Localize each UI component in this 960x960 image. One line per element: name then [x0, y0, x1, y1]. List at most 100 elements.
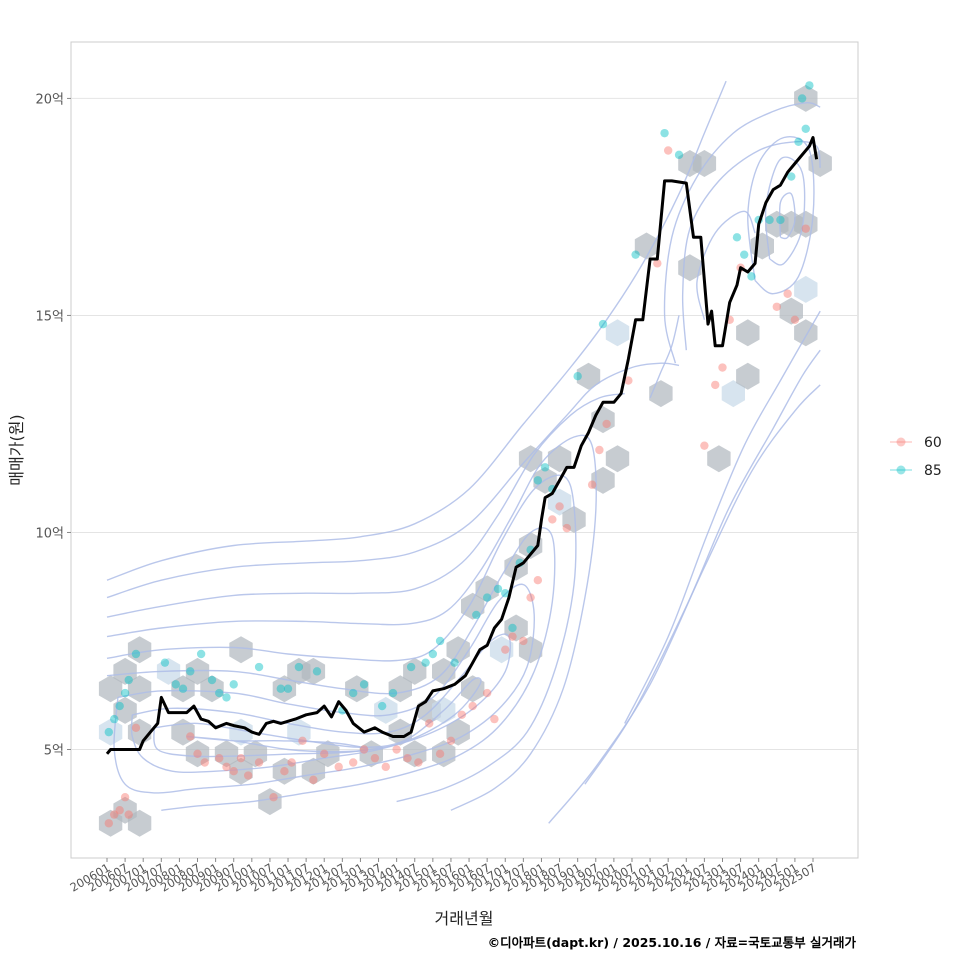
point-85-16 — [276, 684, 285, 693]
density-contour-14 — [747, 136, 815, 295]
density-contour-0 — [106, 80, 727, 581]
point-85-53 — [801, 124, 810, 134]
point-60-0 — [104, 819, 114, 828]
hexbin-2 — [127, 809, 152, 837]
density-contour-8 — [153, 677, 482, 758]
point-60-24 — [370, 753, 380, 763]
point-85-31 — [482, 593, 492, 602]
hexbin-27 — [301, 657, 326, 685]
point-60-12 — [236, 753, 246, 763]
x-axis: 2006012006072007012007072008012008072009… — [67, 858, 819, 895]
point-60-56 — [783, 289, 792, 298]
point-60-27 — [403, 753, 412, 763]
hexbin-3 — [98, 718, 123, 746]
point-60-18 — [298, 736, 307, 746]
point-85-21 — [348, 688, 358, 698]
point-85-10 — [196, 649, 206, 659]
point-60-1 — [110, 810, 119, 819]
point-60-29 — [425, 719, 434, 728]
y-axis-title: 매매가(원) — [7, 414, 26, 485]
point-60-3 — [120, 793, 130, 802]
point-85-15 — [254, 662, 264, 672]
hexbin-67 — [736, 362, 760, 390]
point-85-49 — [765, 215, 774, 225]
point-85-25 — [406, 662, 416, 672]
legend-swatch-60 — [896, 437, 906, 447]
legend-label-60: 60 — [924, 435, 942, 451]
point-60-37 — [508, 632, 517, 641]
hexbin-13 — [200, 675, 224, 703]
point-85-47 — [747, 272, 756, 281]
point-85-3 — [120, 688, 130, 698]
point-60-48 — [653, 259, 662, 268]
point-85-9 — [186, 667, 195, 676]
point-60-44 — [587, 480, 597, 489]
point-60-11 — [229, 766, 238, 776]
point-60-51 — [711, 380, 720, 390]
point-60-15 — [269, 793, 278, 802]
density-contour-12 — [663, 102, 821, 364]
hexbin-19 — [229, 757, 253, 785]
point-85-8 — [178, 684, 188, 693]
point-85-51 — [787, 172, 796, 181]
hexbin-23 — [272, 675, 297, 703]
hexbin-26 — [301, 757, 326, 785]
hexbin-29 — [345, 675, 369, 703]
hexbin-40 — [446, 718, 470, 746]
point-85-5 — [131, 649, 141, 659]
hexbin-59 — [605, 319, 630, 347]
median-price-line — [105, 136, 819, 755]
point-85-23 — [377, 701, 387, 711]
point-60-2 — [115, 806, 124, 815]
point-60-25 — [381, 762, 390, 772]
point-85-44 — [674, 150, 684, 160]
point-85-30 — [472, 610, 481, 620]
point-60-16 — [280, 766, 289, 776]
hexbin-32 — [388, 718, 412, 746]
point-85-26 — [421, 658, 430, 667]
point-85-33 — [501, 589, 510, 598]
point-85-52 — [794, 137, 803, 147]
density-contour-3 — [106, 434, 597, 811]
density-contour-2 — [106, 392, 625, 618]
hexbin-45 — [489, 636, 514, 664]
point-60-43 — [562, 523, 572, 533]
point-60-8 — [200, 758, 209, 767]
density-contour-4 — [106, 474, 577, 803]
hexbin-9 — [127, 636, 152, 664]
point-85-37 — [533, 476, 543, 485]
point-60-57 — [790, 315, 800, 324]
point-60-19 — [309, 775, 318, 785]
point-60-21 — [334, 762, 343, 772]
point-60-45 — [595, 445, 604, 455]
point-85-46 — [740, 250, 749, 259]
density-contour-9 — [186, 735, 369, 753]
point-85-19 — [312, 667, 322, 676]
density-contour-18 — [584, 349, 821, 785]
point-60-46 — [602, 419, 611, 429]
point-85-45 — [732, 233, 742, 242]
point-85-42 — [631, 250, 640, 259]
point-60-23 — [359, 745, 369, 754]
point-60-38 — [519, 636, 528, 646]
density-contour-13 — [696, 210, 756, 320]
hexbin-65 — [707, 445, 731, 473]
point-85-38 — [540, 463, 550, 472]
hexbin-12 — [185, 657, 210, 685]
point-60-20 — [320, 749, 329, 759]
hexbin-18 — [229, 636, 253, 664]
point-60-47 — [624, 376, 633, 385]
hexbin-73 — [794, 275, 818, 303]
source-caption: ©디아파트(dapt.kr) / 2025.10.16 / 자료=국토교통부 실… — [488, 935, 857, 950]
point-60-6 — [186, 732, 195, 741]
point-60-17 — [287, 758, 296, 767]
hexbin-48 — [518, 636, 543, 664]
point-85-24 — [388, 688, 398, 698]
point-60-14 — [254, 758, 264, 767]
point-85-50 — [776, 215, 785, 225]
hexbin-35 — [403, 657, 427, 685]
hexbin-72 — [779, 297, 803, 325]
point-85-14 — [229, 680, 238, 689]
y-tick-label-2: 15억 — [35, 309, 64, 324]
